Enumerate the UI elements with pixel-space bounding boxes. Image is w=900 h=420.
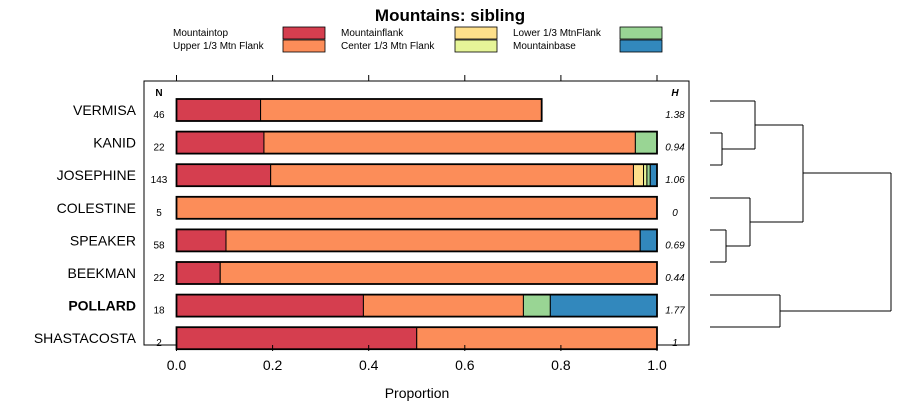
row-label: SPEAKER [70,232,136,248]
h-column-header: H [671,88,679,99]
row-n-value: 2 [156,338,162,349]
x-axis-label: Proportion [385,385,450,401]
row-n-value: 18 [153,306,165,317]
bar-segment [639,228,658,252]
legend-swatch [619,39,663,53]
dendrogram [710,100,892,328]
legend-label: Mountainflank [341,28,404,39]
legend-swatch [619,26,663,40]
legend-swatch [282,39,326,53]
bar-segment [362,294,524,318]
row-n-value: 46 [153,110,165,121]
chart-title: Mountains: sibling [375,6,525,25]
bar-outline [175,130,658,155]
bar-segment [634,131,658,155]
row-label: VERMISA [73,102,137,118]
bar-segment [176,196,658,220]
bar-segment [549,294,658,318]
legend: Mountaintop Upper 1/3 Mtn Flank Mountainfl… [173,26,663,53]
row-n-value: 58 [153,240,165,251]
x-tick-label: 0.6 [455,357,475,373]
bar-segment [643,163,648,187]
x-axis: 0.0 0.2 0.4 0.6 0.8 1.0 [167,75,667,373]
bar-segment [225,228,641,252]
row-n-value: 22 [153,143,165,154]
bar-segment [176,294,364,318]
row-h-value: 1 [672,338,678,349]
x-tick-label: 0.2 [263,357,283,373]
legend-label: Upper 1/3 Mtn Flank [173,41,265,52]
row-label: BEEKMAN [68,265,136,281]
bar-outline [175,195,658,220]
legend-swatch [454,26,498,40]
bar-outline [175,293,658,318]
bar-outline [175,163,658,188]
n-column-header: N [155,88,162,99]
bar-segment [646,163,651,187]
bar-outline [175,326,658,351]
bar-segment [176,131,265,155]
legend-label: Center 1/3 Mtn Flank [341,41,435,52]
x-tick-label: 0.4 [359,357,379,373]
x-tick-label: 0.0 [167,357,187,373]
legend-label: Lower 1/3 MtnFlank [513,28,602,39]
row-h-value: 0.44 [665,273,685,284]
row-h-value: 1.06 [665,175,685,186]
bar-segment [219,261,658,285]
bar-segment [176,228,227,252]
bar-segment [522,294,551,318]
bar-segment [260,98,543,122]
row-label: POLLARD [68,298,136,314]
row-h-value: 0.94 [665,143,685,154]
x-tick-label: 0.8 [551,357,571,373]
bar-outline [175,261,658,285]
bar-outline [175,228,658,253]
bar-segment [176,326,418,350]
bar-segment [649,163,658,187]
row-n-value: 22 [153,273,165,284]
bar-rows: VERMISA 46 1.38 KANID 22 0.94 JOSEPHINE 143 1.06… [34,98,685,351]
legend-swatch [282,26,326,40]
bar-segment [270,163,634,187]
x-tick-label: 1.0 [647,357,667,373]
row-label: COLESTINE [57,200,136,216]
row-label: SHASTACOSTA [34,330,137,346]
row-n-value: 5 [156,208,162,219]
legend-label: Mountaintop [173,28,228,39]
bar-segment [176,98,262,122]
row-h-value: 0 [672,208,678,219]
legend-label: Mountainbase [513,41,576,52]
bar-segment [416,326,658,350]
row-h-value: 1.77 [665,306,685,317]
bar-segment [263,131,636,155]
row-h-value: 0.69 [665,240,685,251]
bar-outline [175,98,543,122]
bar-segment [632,163,645,187]
row-label: JOSEPHINE [57,167,136,183]
bar-segment [176,163,272,187]
row-label: KANID [93,135,136,151]
bar-segment [176,261,221,285]
legend-swatch [454,39,498,53]
row-h-value: 1.38 [665,110,685,121]
row-n-value: 143 [151,175,168,186]
